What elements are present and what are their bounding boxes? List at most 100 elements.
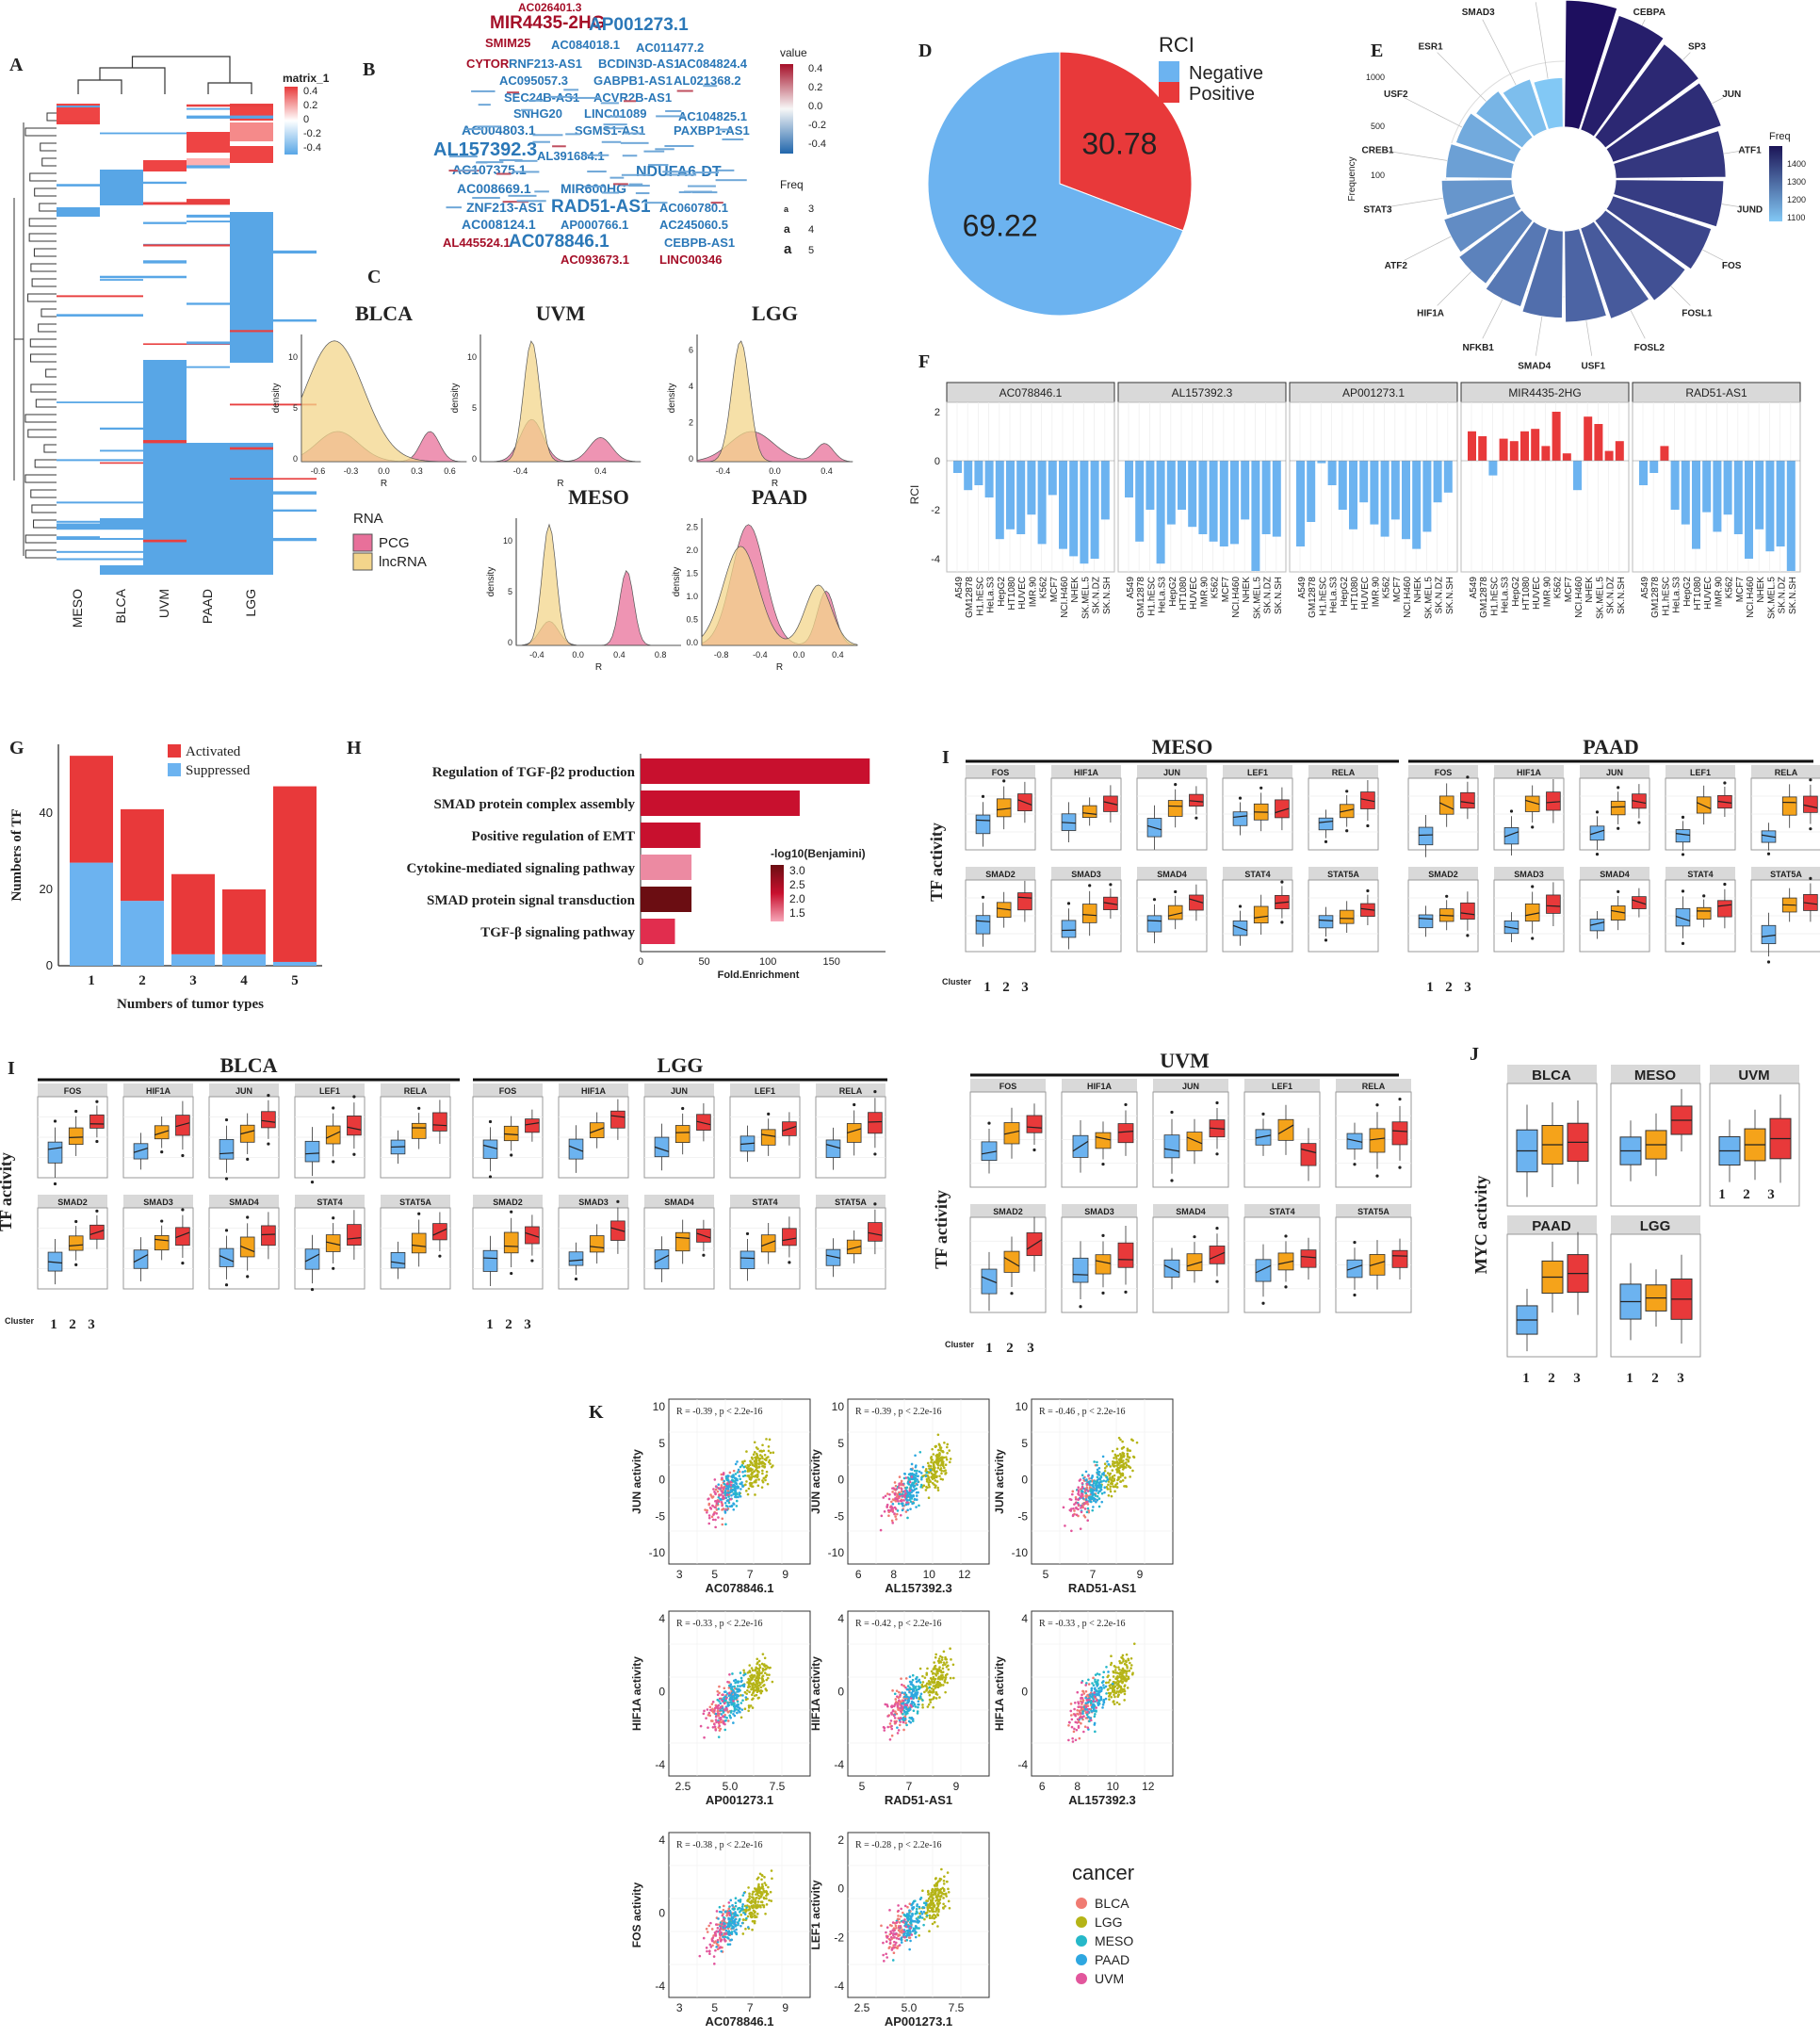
cloud-tiny-word — [457, 169, 478, 171]
scatter-point — [939, 1683, 943, 1687]
scatter-point — [928, 1916, 932, 1919]
box — [304, 1248, 320, 1270]
box — [654, 1136, 670, 1158]
rci-bar — [1468, 431, 1476, 461]
scatter-point — [743, 1913, 747, 1916]
scatter-point — [722, 1935, 724, 1939]
scatter-point — [1119, 1670, 1122, 1674]
box — [1163, 1134, 1180, 1159]
tick-x: HeLa.S3 — [1158, 577, 1168, 613]
scatter-point — [1118, 1668, 1121, 1671]
median-line — [1589, 921, 1605, 926]
scatter-point — [741, 1699, 744, 1702]
scatter-point — [1089, 1719, 1093, 1722]
cloud-tiny-word — [623, 100, 637, 103]
scatter-point — [1071, 1513, 1075, 1517]
tick-y: 5 — [508, 587, 512, 596]
scatter-point — [893, 1692, 897, 1696]
tick-y: 5 — [837, 1437, 844, 1450]
dendro-branch — [24, 549, 57, 559]
density-title: PAAD — [752, 485, 807, 509]
outlier — [1259, 786, 1263, 790]
rci-bar — [1080, 461, 1089, 564]
scatter-point — [928, 1930, 931, 1932]
axis-label: RAD51-AS1 — [885, 1793, 952, 1807]
scatter-point — [757, 1897, 761, 1900]
scatter-point — [718, 1929, 722, 1932]
scatter-point — [1112, 1689, 1114, 1692]
scatter-point — [1076, 1718, 1080, 1721]
scatter-point — [741, 1932, 745, 1935]
axis-label: FOS activity — [630, 1882, 643, 1947]
outlier — [1215, 1100, 1219, 1105]
scatter-point — [727, 1923, 730, 1927]
median-line — [740, 1142, 755, 1146]
scatter-point — [1129, 1661, 1131, 1665]
scatter-point — [1081, 1712, 1084, 1715]
scatter-point — [723, 1728, 727, 1732]
tick-x: GM12878 — [1479, 577, 1489, 618]
scatter-point — [734, 1911, 737, 1914]
scatter-point — [1113, 1693, 1115, 1697]
scatter-point — [1092, 1489, 1096, 1492]
tick-x: NHEK — [1070, 577, 1081, 603]
scatter-point — [1102, 1670, 1106, 1674]
scatter-point — [1089, 1497, 1093, 1501]
scatter-point — [1081, 1505, 1083, 1507]
facet-header — [1710, 1065, 1799, 1084]
outlier — [332, 1266, 335, 1270]
facet-title: AP001273.1 — [1342, 386, 1405, 399]
tick-x: HT1080 — [1007, 577, 1017, 611]
legend-swatch — [352, 533, 373, 552]
scatter-point — [741, 1903, 744, 1906]
heatmap-line — [57, 314, 143, 317]
plot-bg — [847, 1832, 990, 1998]
circular-label: USF1 — [1582, 362, 1606, 372]
scatter-point — [905, 1707, 908, 1711]
facet-title: MIR4435-2HG — [1508, 386, 1581, 399]
scatter-point — [756, 1685, 759, 1688]
scatter-point — [908, 1675, 912, 1679]
scatter-point — [754, 1475, 756, 1478]
scatter-point — [755, 1906, 758, 1910]
box — [1146, 915, 1162, 933]
cluster-tick: 2 — [1651, 1371, 1659, 1386]
facet-header — [1494, 765, 1564, 778]
facet-title: SMAD4 — [1600, 870, 1630, 879]
box — [739, 1250, 756, 1269]
facet-header — [473, 1195, 543, 1208]
scatter-point — [742, 1673, 745, 1677]
scatter-point — [1096, 1494, 1099, 1498]
scatter-point — [744, 1696, 748, 1699]
rci-bar — [1573, 461, 1582, 491]
boxplot-facet: STAT4 — [729, 1195, 801, 1290]
scatter-point — [769, 1462, 772, 1465]
dendro-branch — [46, 112, 57, 122]
scatter-point — [744, 1927, 747, 1931]
facet-header — [816, 1195, 886, 1208]
boxplot-facet: FOS — [37, 1084, 108, 1186]
scatter-point — [1079, 1712, 1082, 1715]
boxplot-facet: HIF1A — [558, 1084, 629, 1179]
scatter-point — [907, 1700, 911, 1703]
cloud-tiny-word — [516, 200, 546, 203]
scatter-point — [1127, 1464, 1130, 1468]
dendro-branch — [24, 414, 57, 423]
tick-x: K562 — [1553, 577, 1564, 599]
circular-bar — [1457, 208, 1535, 285]
scatter-point — [912, 1494, 915, 1497]
scatter-point — [734, 1489, 738, 1492]
scatter-point — [1116, 1466, 1120, 1470]
scatter-point — [884, 1494, 887, 1498]
scatter-point — [753, 1450, 756, 1454]
scatter-point — [938, 1443, 941, 1447]
scatter-point — [945, 1661, 949, 1664]
median-line — [1209, 1251, 1226, 1260]
rci-bar — [1272, 461, 1281, 537]
cloud-tiny-word — [676, 90, 693, 92]
outlier — [788, 1261, 791, 1264]
outlier — [1170, 1110, 1174, 1115]
scatter-point — [933, 1468, 935, 1472]
cluster-tick: 1 — [1718, 1187, 1726, 1202]
box — [975, 915, 991, 935]
